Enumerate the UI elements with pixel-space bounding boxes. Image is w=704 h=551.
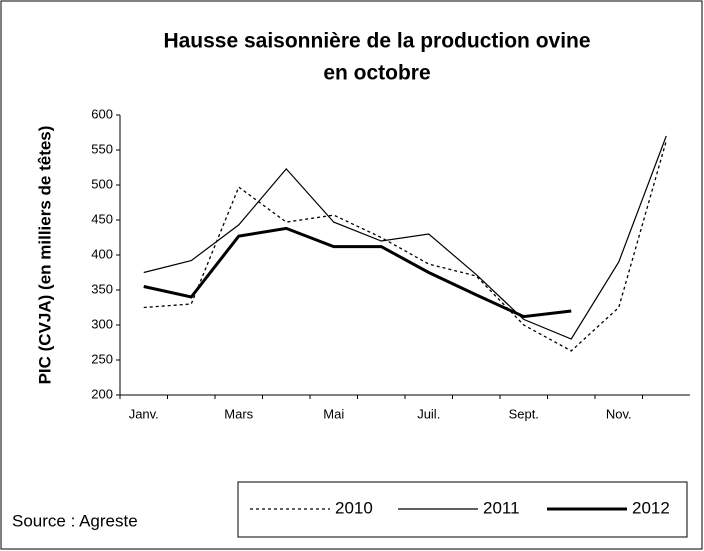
y-tick-label: 400 [91,246,113,261]
chart-title: en octobre [323,62,430,85]
line-series [143,135,667,340]
y-tick-label: 500 [91,176,113,191]
y-tick-label: 600 [91,106,113,121]
x-tick-label: Mars [224,406,253,421]
y-tick-label: 250 [91,351,113,366]
y-tick-label: 450 [91,211,113,226]
chart-title: Hausse saisonnière de la production ovin… [163,30,590,53]
legend-label: 2010 [335,498,373,517]
y-tick-label: 550 [91,141,113,156]
line-series [143,226,572,319]
x-tick-label: Mai [323,406,344,421]
x-tick-label: Sept. [509,406,539,421]
y-tick-label: 350 [91,281,113,296]
legend-label: 2011 [483,498,520,517]
legend-label: 2012 [632,498,670,517]
y-tick-label: 300 [91,316,113,331]
y-axis-label: PIC (CVJA) (en milliers de têtes) [35,126,54,385]
x-tick-label: Nov. [606,406,632,421]
source: Source : Agreste [12,511,138,530]
x-tick-label: Juil. [417,406,440,421]
y-tick-label: 200 [91,386,113,401]
line-series [143,140,667,352]
x-tick-label: Janv. [129,406,159,421]
